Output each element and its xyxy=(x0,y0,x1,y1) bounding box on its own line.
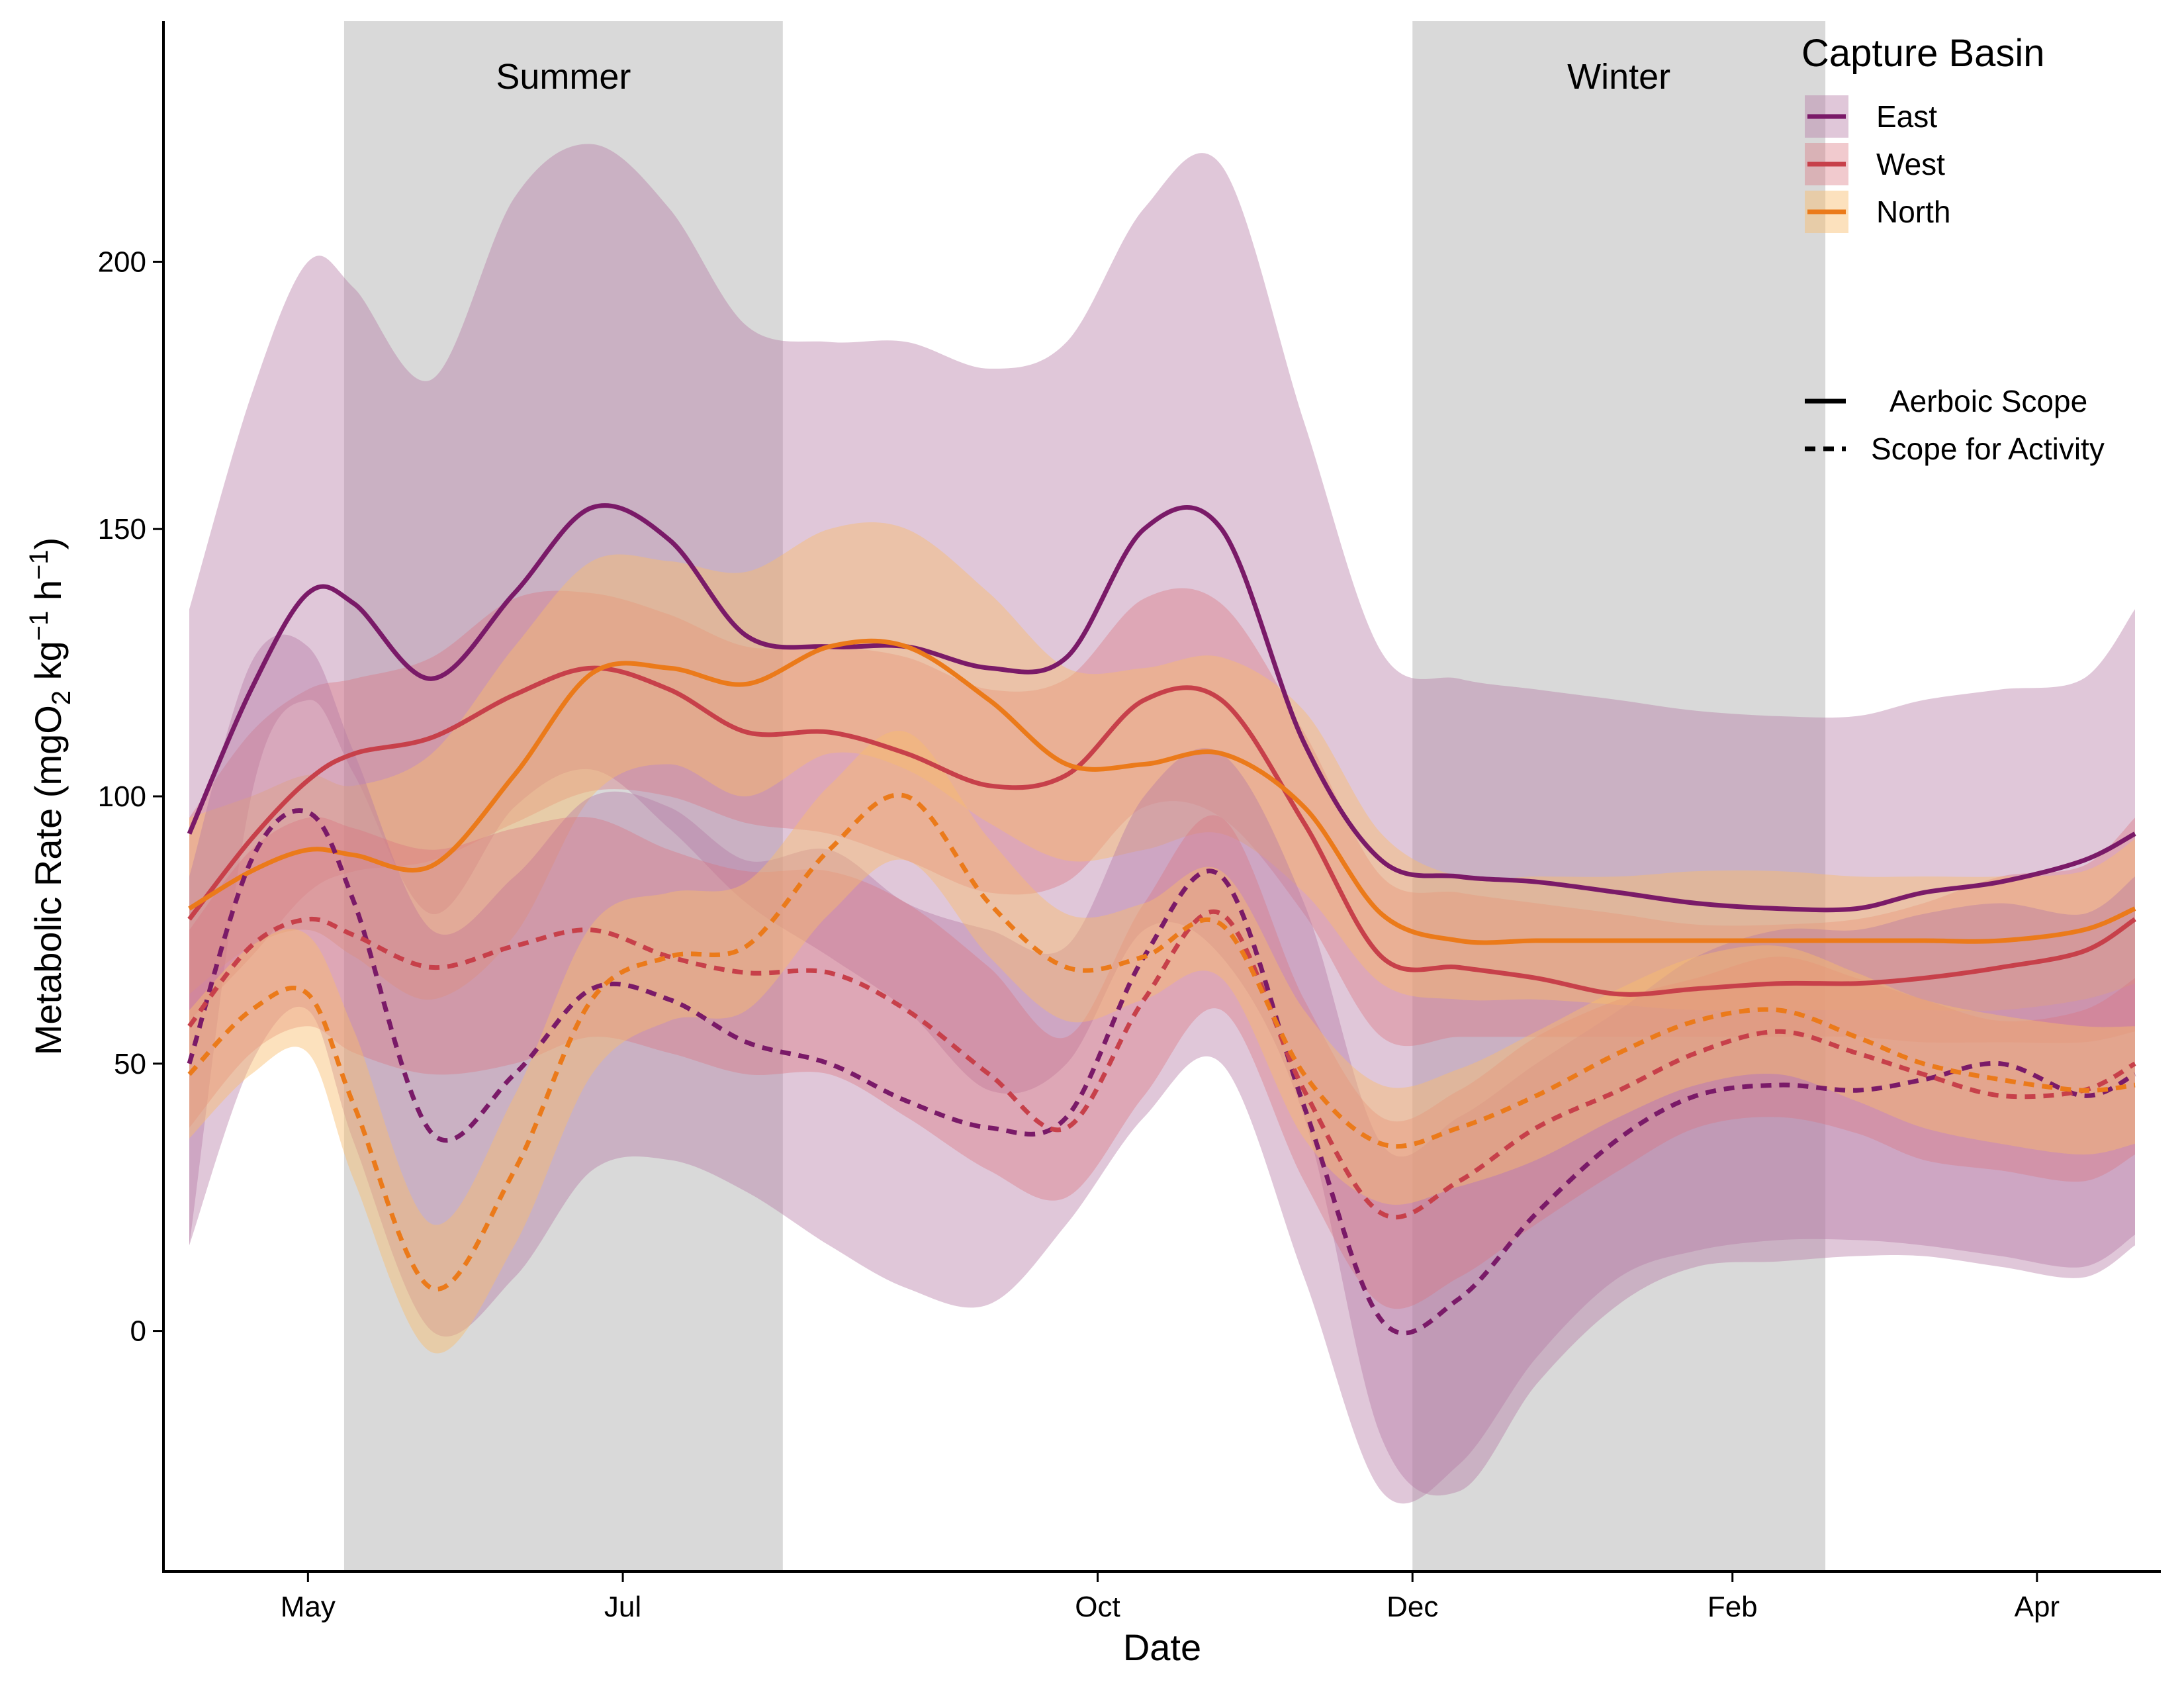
y-axis-title-part: Metabolic Rate (mgO xyxy=(27,705,69,1055)
band-east-scope-for-activity xyxy=(189,634,2135,1504)
legend: Capture Basin East West North Aerboic Scope… xyxy=(1801,32,2105,466)
x-axis-title: Date xyxy=(1123,1626,1201,1668)
line-east-aerboic-scope xyxy=(187,503,2136,913)
x-tick-label: May xyxy=(281,1591,336,1623)
line-north-scope-for-activity xyxy=(187,792,2136,1291)
x-tick-label: Oct xyxy=(1075,1591,1120,1623)
legend-title: Capture Basin xyxy=(1801,32,2045,75)
legend-label-north: North xyxy=(1876,195,1950,229)
ticks: May Jul Oct Dec Feb Apr 0 50 100 150 200 xyxy=(98,246,2060,1623)
y-axis-title-part: kg xyxy=(27,641,69,690)
confidence-bands xyxy=(189,144,2135,1504)
x-tick-label: Feb xyxy=(1707,1591,1758,1623)
x-tick-label: Dec xyxy=(1387,1591,1438,1623)
y-axis-title-part: −1 xyxy=(24,549,54,580)
y-tick-label: 0 xyxy=(130,1315,146,1348)
y-tick-label: 150 xyxy=(98,513,146,545)
band-north-scope-for-activity xyxy=(189,731,2135,1354)
season-band-winter xyxy=(1412,21,1826,1571)
y-axis-title-part: −1 xyxy=(24,611,54,641)
legend-label-east: East xyxy=(1876,99,1937,134)
y-tick-label: 50 xyxy=(114,1048,146,1080)
band-west-aerboic-scope xyxy=(189,588,2135,1047)
season-band-summer xyxy=(343,21,783,1571)
series-lines xyxy=(187,503,2136,1336)
line-north-aerboic-scope xyxy=(188,638,2136,945)
y-axis-title-part: 2 xyxy=(47,690,76,705)
y-axis-title: Metabolic Rate (mgO2 kg−1 h−1) xyxy=(24,538,76,1056)
legend-label-scope-for-activity: Scope for Activity xyxy=(1871,432,2105,466)
season-shading: Summer Winter xyxy=(343,21,1826,1571)
x-tick-label: Apr xyxy=(2015,1591,2060,1623)
legend-label-west: West xyxy=(1876,147,1945,181)
y-tick-label: 100 xyxy=(98,780,146,813)
line-west-aerboic-scope xyxy=(187,665,2136,997)
season-label-winter: Winter xyxy=(1567,57,1670,97)
band-north-aerboic-scope xyxy=(189,522,2135,1011)
line-west-scope-for-activity xyxy=(187,910,2136,1220)
line-east-scope-for-activity xyxy=(187,808,2136,1336)
x-tick-label: Jul xyxy=(604,1591,641,1623)
y-tick-label: 200 xyxy=(98,246,146,278)
y-axis-title-part: ) xyxy=(27,538,69,550)
band-west-scope-for-activity xyxy=(189,815,2135,1309)
band-east-aerboic-scope xyxy=(189,144,2135,1496)
y-axis-title-part: h xyxy=(27,580,69,611)
season-label-summer: Summer xyxy=(496,57,631,97)
legend-label-aerboic-scope: Aerboic Scope xyxy=(1889,384,2087,418)
